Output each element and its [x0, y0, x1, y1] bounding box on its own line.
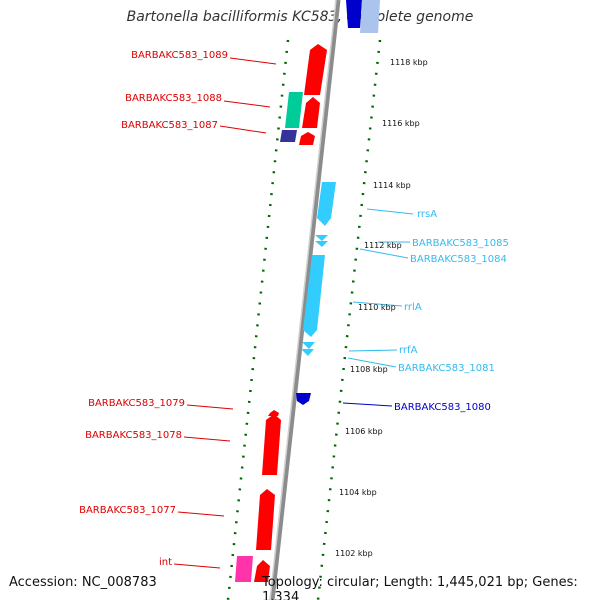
outer-dotted-ring [316, 39, 382, 600]
left-label-leader [229, 57, 277, 65]
genome-backbone-highlight [269, 0, 337, 600]
left-gene-label[interactable]: int [159, 557, 172, 568]
scale-label: 1112 kbp [364, 241, 402, 250]
right-label-leader [352, 301, 403, 307]
gene-arrow-1079[interactable] [268, 410, 279, 416]
genome-backbone [269, 0, 341, 600]
right-gene-label[interactable]: BARBAKC583_1084 [410, 254, 507, 265]
left-gene-label[interactable]: BARBAKC583_1088 [125, 93, 222, 104]
gene-arrow-int-right[interactable] [254, 560, 270, 582]
left-label-leader [186, 404, 234, 410]
left-label-leader [219, 125, 267, 134]
gene-arrow-1085[interactable] [315, 235, 328, 241]
accession-text: Accession: NC_008783 [9, 575, 157, 590]
left-gene-label[interactable]: BARBAKC583_1078 [85, 430, 182, 441]
gene-arrow-1087-left[interactable] [280, 130, 297, 142]
gene-arrow-rrsA[interactable] [317, 182, 336, 226]
right-gene-label[interactable]: BARBAKC583_1081 [398, 363, 495, 374]
right-gene-label[interactable]: BARBAKC583_1080 [394, 402, 491, 413]
left-label-leader [183, 436, 231, 442]
gene-arrow-1087-right[interactable] [299, 132, 315, 145]
left-gene-label[interactable]: BARBAKC583_1087 [121, 120, 218, 131]
gene-arrow-top-dark[interactable] [346, 0, 362, 28]
scale-label: 1110 kbp [358, 303, 396, 312]
right-gene-label[interactable]: rrfA [399, 345, 418, 356]
gene-arrow-1088-left[interactable] [285, 92, 303, 128]
gene-arrow-1077[interactable] [256, 489, 275, 550]
scale-label: 1106 kbp [345, 427, 383, 436]
scale-label: 1102 kbp [335, 549, 373, 558]
map-title: Bartonella bacilliformis KC583, complete… [126, 9, 474, 25]
scale-label: 1114 kbp [373, 181, 411, 190]
gene-arrow-1088-right[interactable] [302, 97, 320, 128]
right-label-leader [366, 208, 414, 215]
gene-arrow-1080[interactable] [296, 393, 311, 405]
right-gene-label[interactable]: BARBAKC583_1085 [412, 238, 509, 249]
left-label-leader [223, 100, 271, 108]
scale-label: 1118 kbp [390, 58, 428, 67]
left-label-leader [177, 511, 225, 517]
left-label-leader [173, 563, 221, 569]
scale-label: 1104 kbp [339, 488, 377, 497]
left-gene-label[interactable]: BARBAKC583_1077 [79, 505, 176, 516]
scale-label: 1108 kbp [350, 365, 388, 374]
topology-text: Topology: circular; Length: 1,445,021 bp… [262, 575, 578, 600]
left-gene-label[interactable]: BARBAKC583_1079 [88, 398, 185, 409]
gene-arrow-int-left[interactable] [235, 556, 253, 582]
right-label-leader [359, 248, 409, 259]
gene-arrow-rrlA[interactable] [303, 255, 325, 337]
right-gene-label[interactable]: rrsA [417, 209, 437, 220]
right-gene-label[interactable]: rrlA [404, 302, 422, 313]
gene-arrow-1084[interactable] [315, 241, 328, 247]
left-gene-label[interactable]: BARBAKC583_1089 [131, 50, 228, 61]
gene-arrow-1089[interactable] [304, 44, 327, 95]
gene-arrow-top-light[interactable] [360, 0, 380, 33]
right-label-leader [348, 349, 398, 352]
right-label-leader [342, 402, 393, 407]
gene-arrow-rrfA[interactable] [302, 342, 315, 349]
scale-label: 1116 kbp [382, 119, 420, 128]
gene-arrow-1078[interactable] [262, 414, 281, 475]
right-label-leader [347, 357, 397, 368]
gene-arrow-1081[interactable] [301, 349, 314, 356]
